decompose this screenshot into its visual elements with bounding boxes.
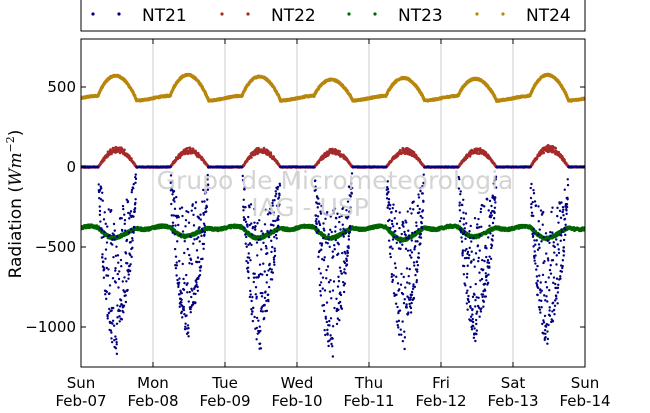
legend-label: NT22 [271, 6, 316, 26]
legend-marker [220, 12, 223, 15]
legend-marker [501, 12, 504, 15]
legend-marker [373, 12, 376, 15]
nt22-point [123, 149, 126, 152]
legend-marker [475, 12, 478, 15]
legend-label: NT23 [398, 6, 443, 26]
nt22-point [270, 153, 273, 156]
legend-marker [246, 12, 249, 15]
legend: NT21 NT22 NT23 NT24 [81, 0, 585, 31]
legend-label: NT24 [526, 6, 571, 26]
nt22-point [130, 157, 133, 160]
legend-marker [347, 12, 350, 15]
legend-marker [117, 12, 120, 15]
nt22-point [250, 156, 253, 159]
legend-label: NT21 [142, 6, 187, 26]
legend-marker [91, 12, 94, 15]
